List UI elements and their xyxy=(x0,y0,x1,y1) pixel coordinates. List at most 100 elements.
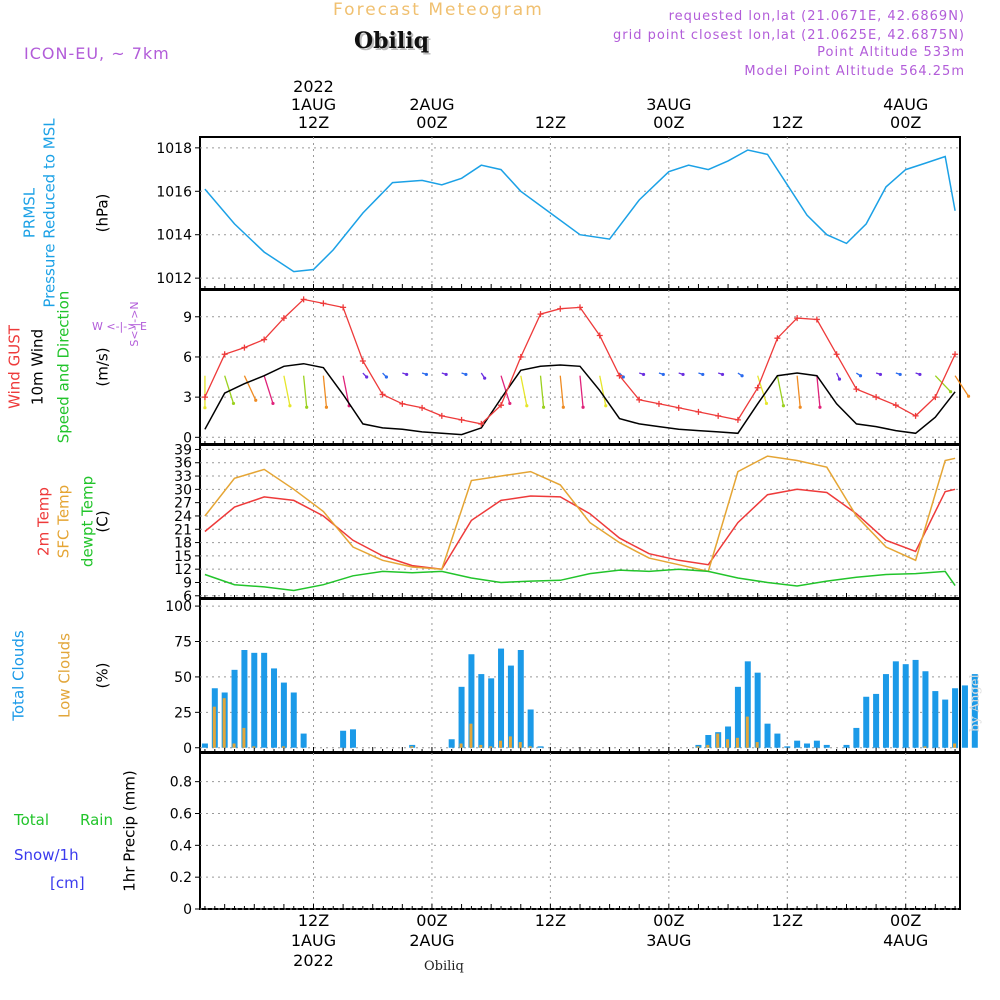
wind-gust-marker xyxy=(616,372,623,379)
y-tick-label-clouds: 0 xyxy=(183,741,192,757)
total-cloud-bar xyxy=(271,668,278,748)
y-tick-label-temperature: 33 xyxy=(174,469,192,485)
wind-direction-arrowhead xyxy=(305,405,309,409)
wind-gust-marker xyxy=(399,400,406,407)
total-cloud-bar xyxy=(468,654,475,748)
bottom-time-year: 2022 xyxy=(293,951,334,970)
y-tick-label-precip: 0.2 xyxy=(170,870,192,886)
wind-direction-arrowhead xyxy=(818,405,822,409)
y-tick-label-wind: 3 xyxy=(183,390,192,406)
wind-direction-arrowhead xyxy=(661,372,665,377)
y-tick-label-temperature: 27 xyxy=(174,496,192,512)
low-cloud-bar xyxy=(222,698,226,748)
wind-direction-arrowhead xyxy=(405,372,409,377)
wind-direction-arrowhead xyxy=(231,401,236,406)
unit-label-clouds: (%) xyxy=(94,663,112,689)
product-title: Forecast Meteogram xyxy=(333,0,544,20)
wind-gust-marker xyxy=(715,412,722,419)
top-time-day: 1AUG xyxy=(291,95,336,114)
total-cloud-bar xyxy=(537,746,544,748)
y-tick-label-pressure: 1012 xyxy=(156,271,192,287)
unit-label-pressure: (hPa) xyxy=(94,194,112,233)
low-cloud-bar xyxy=(518,742,522,748)
y-tick-label-precip: 0.4 xyxy=(170,838,192,854)
panel-label-temperature: 2m Temp xyxy=(35,487,53,556)
y-tick-label-precip: 0.6 xyxy=(170,806,192,822)
wind-direction-arrow xyxy=(954,375,970,397)
panel-frame xyxy=(199,598,961,753)
y-tick-label-temperature: 36 xyxy=(174,456,192,472)
wind-direction-arrowhead xyxy=(781,404,786,408)
low-cloud-bar xyxy=(508,736,512,748)
low-cloud-bar xyxy=(469,723,473,748)
wind-gust-marker xyxy=(734,416,741,423)
wind-gust-marker xyxy=(932,394,939,401)
total-cloud-bar xyxy=(725,726,732,748)
requested-coordinates: requested lon,lat (21.0671E, 42.6869N) xyxy=(668,9,965,24)
y-tick-label-clouds: 25 xyxy=(174,705,192,721)
y-tick-label-pressure: 1016 xyxy=(156,184,192,200)
low-cloud-bar xyxy=(232,743,236,748)
y-tick-label-temperature: 39 xyxy=(174,442,192,458)
wind-direction-arrowhead xyxy=(444,372,448,377)
wind-direction-arrowhead xyxy=(464,372,468,377)
bottom-time-hour: 00Z xyxy=(653,911,684,930)
wind-gust-marker xyxy=(774,335,781,342)
total-cloud-bar xyxy=(458,686,465,748)
wind-direction-arrowhead xyxy=(641,372,646,377)
panel-label-wind: Wind GUST xyxy=(6,324,24,409)
wind-compass-we: W <-|-> E xyxy=(92,320,147,333)
y-tick-label-precip: 0.8 xyxy=(170,775,192,791)
bottom-time-day: 1AUG xyxy=(291,931,336,950)
bottom-time-day: 2AUG xyxy=(409,931,454,950)
total-cloud-bar xyxy=(774,733,781,748)
y-tick-label-clouds: 50 xyxy=(174,670,192,686)
y-tick-label-temperature: 6 xyxy=(183,589,192,605)
grid-point-coordinates: grid point closest lon,lat (21.0625E, 42… xyxy=(613,28,965,43)
wind-direction-arrowhead xyxy=(898,372,902,377)
wind-gust-marker xyxy=(754,384,761,391)
low-cloud-bar xyxy=(489,746,493,748)
top-time-year: 2022 xyxy=(293,77,334,96)
model-label: ICON-EU, ~ 7km xyxy=(24,44,170,63)
panel-label-clouds: Total Clouds xyxy=(10,630,28,722)
y-tick-label-precip: 0 xyxy=(183,902,192,918)
wind-gust-marker xyxy=(833,351,840,358)
wind-gust-marker xyxy=(320,300,327,307)
unit-label-temperature: (C) xyxy=(94,510,112,532)
wind-direction-arrowhead xyxy=(740,374,744,378)
y-tick-label-pressure: 1018 xyxy=(156,141,192,157)
low-cloud-bar xyxy=(252,746,256,748)
wind-direction-arrowhead xyxy=(918,372,922,377)
total-cloud-bar xyxy=(932,691,939,748)
total-cloud-bar xyxy=(201,743,208,748)
wind-gust-marker xyxy=(379,391,386,398)
wind-direction-arrowhead xyxy=(254,398,258,402)
wind-gust-line xyxy=(204,298,956,425)
wind-direction-arrow xyxy=(579,375,584,408)
wind-gust-marker xyxy=(340,304,347,311)
wind-gust-marker xyxy=(675,404,682,411)
panel-precip xyxy=(195,752,961,910)
total-cloud-bar xyxy=(290,692,297,748)
wind-direction-arrowhead xyxy=(837,377,842,381)
wind-gust-marker xyxy=(952,351,959,358)
wind-direction-arrow xyxy=(243,375,257,401)
low-cloud-bar xyxy=(459,743,463,748)
bottom-time-day: 3AUG xyxy=(646,931,691,950)
wind-gust-marker xyxy=(438,412,445,419)
total-cloud-bar xyxy=(340,730,347,748)
bottom-time-day: 4AUG xyxy=(883,931,928,950)
low-cloud-bar xyxy=(281,746,285,748)
wind-direction-arrowhead xyxy=(681,372,685,377)
total-cloud-bar xyxy=(873,693,880,748)
wind-direction-arrowhead xyxy=(424,372,429,377)
wind-gust-marker xyxy=(280,315,287,322)
wind-direction-arrowhead xyxy=(604,404,608,408)
y-tick-label-temperature: 18 xyxy=(174,536,192,552)
wind-direction-arrowhead xyxy=(798,405,802,409)
wind-compass-ns: S<-|->N xyxy=(128,301,141,346)
wind-gust-marker xyxy=(813,316,820,323)
wind-direction-arrow xyxy=(322,375,328,408)
